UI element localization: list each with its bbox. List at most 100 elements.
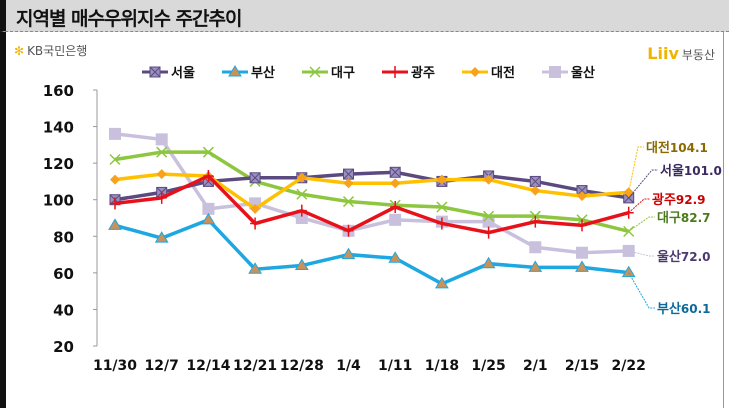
data-point bbox=[435, 276, 449, 289]
data-point bbox=[621, 265, 636, 278]
data-point bbox=[109, 127, 121, 140]
data-point bbox=[436, 201, 448, 213]
liiv-mark: Liiv bbox=[647, 44, 679, 63]
data-point bbox=[576, 246, 588, 259]
x-tick-label: 1/11 bbox=[378, 358, 412, 374]
data-point bbox=[155, 133, 168, 146]
data-point bbox=[483, 226, 494, 239]
series-부산 bbox=[108, 212, 636, 289]
data-point bbox=[202, 202, 215, 215]
legend-label: 대전 bbox=[491, 65, 515, 81]
data-point bbox=[483, 174, 494, 185]
x-tick-label: 2/22 bbox=[612, 358, 646, 374]
data-point-cross bbox=[249, 172, 261, 184]
legend-item: 대전 bbox=[462, 65, 515, 81]
data-point bbox=[481, 256, 496, 269]
data-point bbox=[156, 169, 167, 180]
x-tick-label: 2/15 bbox=[565, 358, 599, 374]
x-tick-label: 12/14 bbox=[186, 358, 230, 374]
data-point bbox=[483, 210, 495, 222]
liiv-logo: Liiv 부동산 bbox=[647, 44, 715, 63]
data-point bbox=[296, 188, 308, 200]
data-point bbox=[390, 178, 401, 189]
legend-label: 부산 bbox=[251, 65, 275, 81]
data-point bbox=[295, 212, 308, 224]
data-point bbox=[201, 212, 216, 225]
data-point-cross bbox=[343, 168, 354, 180]
title-bar: 지역별 매수우위지수 주간추이 bbox=[0, 0, 729, 32]
y-tick-label: 20 bbox=[53, 338, 74, 356]
data-point bbox=[528, 260, 543, 272]
end-label: 서울101.0 bbox=[628, 163, 722, 199]
end-label: 대구82.7 bbox=[628, 211, 711, 232]
x-tick-label: 2/1 bbox=[523, 358, 548, 374]
data-point bbox=[296, 204, 307, 217]
series-line bbox=[114, 172, 629, 211]
x-tick-label: 1/25 bbox=[471, 358, 505, 374]
data-point bbox=[248, 262, 262, 274]
legend-label: 울산 bbox=[571, 65, 595, 81]
data-point bbox=[470, 67, 480, 77]
data-point-cross bbox=[149, 66, 161, 78]
data-point bbox=[436, 174, 447, 185]
series-line bbox=[114, 173, 630, 235]
data-point bbox=[343, 224, 354, 237]
end-label-text: 대구82.7 bbox=[657, 211, 711, 226]
data-point bbox=[388, 251, 403, 263]
data-point bbox=[577, 219, 587, 232]
data-point bbox=[529, 241, 542, 254]
data-point bbox=[309, 66, 321, 78]
leader-line bbox=[628, 198, 650, 214]
data-point bbox=[250, 203, 261, 214]
end-label-text: 광주92.9 bbox=[652, 193, 706, 208]
legend-label: 서울 bbox=[171, 65, 195, 81]
data-point bbox=[202, 146, 214, 158]
y-tick-label: 140 bbox=[43, 119, 74, 137]
legend-item: 부산 bbox=[222, 65, 275, 81]
end-label-text: 울산72.0 bbox=[657, 249, 711, 265]
data-point bbox=[343, 178, 354, 189]
y-tick-label: 160 bbox=[43, 82, 74, 100]
data-point bbox=[156, 191, 167, 204]
data-point bbox=[436, 217, 447, 230]
y-tick-label: 120 bbox=[43, 155, 74, 173]
data-point bbox=[294, 258, 309, 271]
end-label-text: 대전104.1 bbox=[646, 140, 708, 156]
data-point bbox=[530, 215, 541, 228]
data-point bbox=[623, 225, 635, 237]
end-label-text: 서울101.0 bbox=[660, 163, 722, 179]
y-tick-label: 100 bbox=[43, 192, 74, 210]
end-label-text: 부산60.1 bbox=[657, 301, 711, 317]
x-tick-label: 12/7 bbox=[145, 358, 179, 374]
data-point bbox=[154, 231, 169, 243]
data-point bbox=[228, 65, 242, 77]
data-point bbox=[109, 153, 121, 166]
series-line bbox=[114, 150, 630, 234]
data-point bbox=[296, 172, 307, 183]
x-tick-label: 12/28 bbox=[280, 358, 324, 374]
x-tick-label: 1/4 bbox=[336, 358, 361, 374]
data-point-cross bbox=[529, 176, 541, 187]
end-label: 대전104.1 bbox=[628, 140, 708, 193]
data-point bbox=[108, 218, 122, 230]
data-point bbox=[390, 66, 400, 78]
legend-item: 광주 bbox=[382, 66, 435, 81]
end-label: 부산60.1 bbox=[628, 272, 711, 317]
leader-line bbox=[628, 169, 658, 199]
data-point bbox=[575, 260, 589, 272]
data-point bbox=[250, 217, 261, 230]
data-point bbox=[577, 191, 587, 202]
data-point-cross bbox=[389, 166, 401, 178]
leader-line bbox=[628, 272, 655, 309]
end-label: 울산72.0 bbox=[628, 249, 711, 265]
data-point bbox=[342, 196, 355, 208]
data-point bbox=[341, 247, 356, 260]
x-tick-label: 1/18 bbox=[425, 358, 459, 374]
data-point bbox=[156, 146, 168, 158]
series-line bbox=[114, 132, 629, 255]
legend-item: 울산 bbox=[542, 65, 595, 81]
data-point bbox=[390, 201, 401, 214]
page-title: 지역별 매수우위지수 주간추이 bbox=[16, 8, 242, 30]
legend-item: 대구 bbox=[302, 66, 355, 81]
series-대전 bbox=[110, 169, 634, 214]
